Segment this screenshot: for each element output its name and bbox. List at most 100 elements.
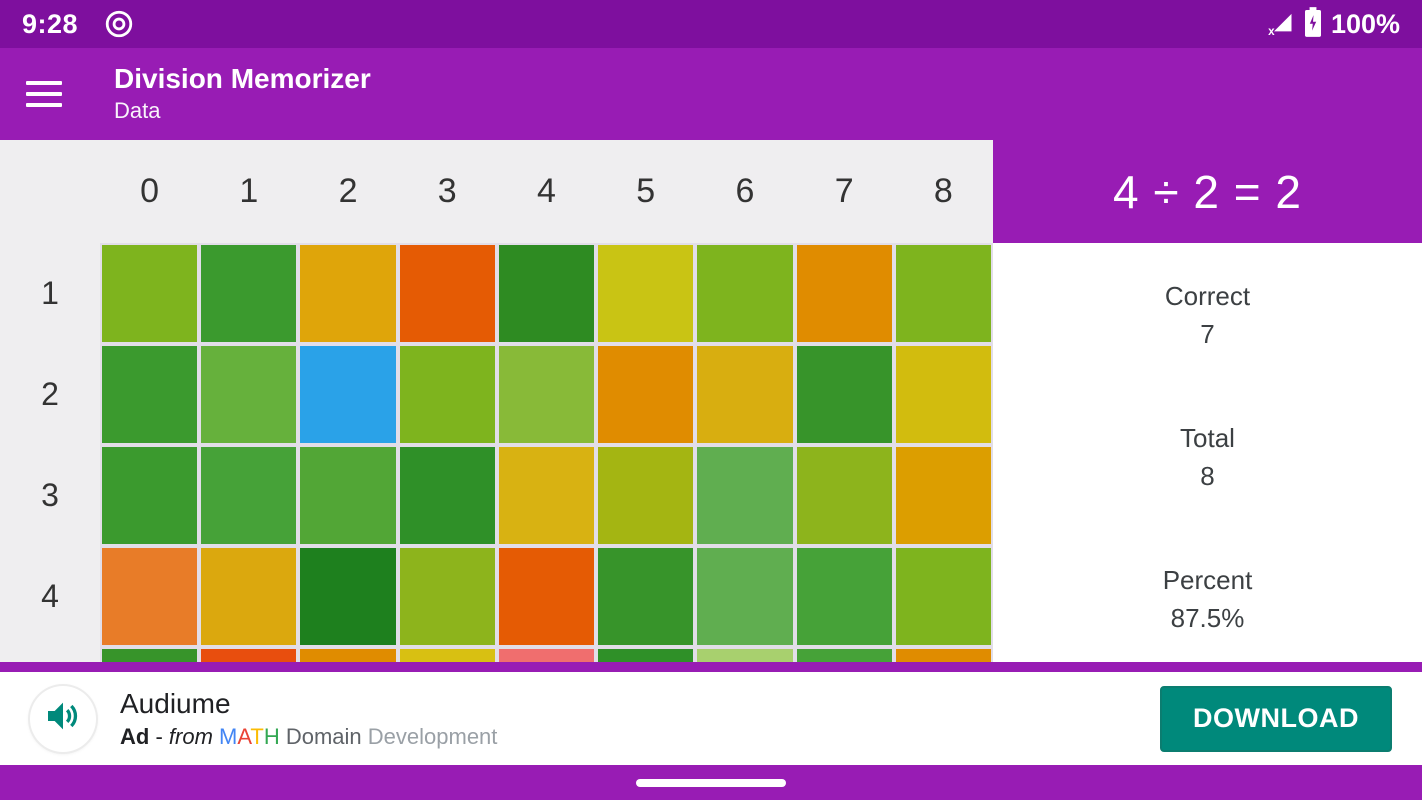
app-bar: Division Memorizer Data (0, 48, 1422, 140)
brand-letter: A (237, 723, 251, 749)
grid-cell[interactable] (100, 243, 200, 344)
grid-cell[interactable] (298, 445, 398, 546)
row-header: 5 (0, 647, 100, 662)
grid-cell[interactable] (794, 546, 894, 647)
grid-cell[interactable] (893, 344, 993, 445)
battery-charging-icon (1304, 6, 1321, 42)
equation-display: 4 ÷ 2 = 2 (993, 140, 1422, 243)
stat-label: Correct (1164, 281, 1251, 311)
grid-cell[interactable] (100, 445, 200, 546)
battery-percent: 100% (1330, 8, 1400, 39)
page-subtitle: Data (114, 98, 161, 123)
stat-label: Percent (1162, 565, 1253, 595)
stat-correct: Correct 7 (1165, 277, 1250, 353)
ad-title: Audiume (120, 687, 231, 719)
grid-cell[interactable] (397, 344, 497, 445)
grid-cell[interactable] (893, 546, 993, 647)
status-time: 9:28 (22, 8, 79, 39)
grid-cell[interactable] (496, 344, 597, 445)
stats-panel: 4 ÷ 2 = 2 Correct 7 Total 8 Percent 87.5… (993, 140, 1422, 662)
grid-cell[interactable] (794, 344, 894, 445)
grid-cell[interactable] (496, 546, 597, 647)
brand-letter: M (219, 723, 238, 749)
system-nav-bar (0, 765, 1422, 800)
row-header: 3 (0, 445, 100, 546)
grid-cell[interactable] (596, 546, 696, 647)
brand-letter: T (250, 723, 264, 749)
menu-icon[interactable] (26, 81, 62, 107)
grid-cell[interactable] (596, 647, 696, 662)
col-header: 7 (794, 140, 894, 243)
grid-cell[interactable] (496, 647, 597, 662)
svg-text:x: x (1268, 24, 1275, 35)
ad-app-icon (30, 685, 96, 752)
col-header: 8 (893, 140, 993, 243)
app-notification-icon (104, 9, 134, 39)
main-content: 01234567812345 4 ÷ 2 = 2 Correct 7 Total… (0, 140, 1422, 662)
content-bottom-strip (0, 662, 1422, 672)
ad-brand-letters: MATH (219, 724, 280, 749)
brand-letter: H (263, 723, 280, 749)
grid-cell[interactable] (893, 243, 993, 344)
grid-cell[interactable] (397, 647, 497, 662)
grid-cell[interactable] (397, 243, 497, 344)
grid-cell[interactable] (596, 344, 696, 445)
division-grid: 01234567812345 (0, 140, 993, 662)
grid-cell[interactable] (496, 445, 597, 546)
grid-cell[interactable] (298, 647, 398, 662)
download-button[interactable]: DOWNLOAD (1160, 685, 1392, 752)
grid-cell[interactable] (893, 445, 993, 546)
grid-cell[interactable] (100, 647, 200, 662)
grid-cell[interactable] (199, 243, 299, 344)
stat-value: 7 (1200, 319, 1215, 349)
row-header: 4 (0, 546, 100, 647)
grid-cell[interactable] (695, 445, 795, 546)
grid-cell[interactable] (794, 445, 894, 546)
home-indicator[interactable] (636, 778, 786, 787)
grid-cell[interactable] (794, 647, 894, 662)
speaker-icon (43, 696, 83, 741)
stats-list: Correct 7 Total 8 Percent 87.5% (993, 243, 1422, 662)
stat-percent: Percent 87.5% (1163, 561, 1253, 637)
grid-cell[interactable] (397, 445, 497, 546)
grid-cell[interactable] (199, 445, 299, 546)
col-header: 4 (496, 140, 597, 243)
grid-cell[interactable] (397, 546, 497, 647)
grid-cell[interactable] (596, 445, 696, 546)
grid-cell[interactable] (298, 546, 398, 647)
col-header: 0 (100, 140, 200, 243)
col-header: 2 (298, 140, 398, 243)
col-header: 3 (397, 140, 497, 243)
col-header: 6 (695, 140, 795, 243)
stat-total: Total 8 (1180, 419, 1235, 495)
col-header: 5 (596, 140, 696, 243)
ad-subtitle: Ad - from MATH Domain Development (120, 723, 498, 749)
grid-cell[interactable] (794, 243, 894, 344)
grid-cell[interactable] (100, 546, 200, 647)
row-header: 2 (0, 344, 100, 445)
grid-cell[interactable] (496, 243, 597, 344)
grid-cell[interactable] (298, 243, 398, 344)
ad-from: from (168, 723, 220, 749)
grid-cell[interactable] (199, 344, 299, 445)
row-header: 1 (0, 243, 100, 344)
ad-brand-dev: Development (367, 723, 498, 749)
ad-banner[interactable]: Audiume Ad - from MATH Domain Developmen… (0, 672, 1422, 765)
grid-cell[interactable] (298, 344, 398, 445)
page-title: Division Memorizer (114, 63, 371, 94)
division-grid-wrap: 01234567812345 (0, 140, 993, 662)
grid-cell[interactable] (695, 344, 795, 445)
stat-value: 8 (1200, 461, 1215, 491)
grid-cell[interactable] (100, 344, 200, 445)
grid-cell[interactable] (695, 546, 795, 647)
stat-label: Total (1180, 423, 1235, 453)
grid-corner (0, 140, 100, 243)
grid-cell[interactable] (695, 243, 795, 344)
grid-cell[interactable] (199, 647, 299, 662)
col-header: 1 (199, 140, 299, 243)
grid-cell[interactable] (695, 647, 795, 662)
grid-cell[interactable] (596, 243, 696, 344)
grid-cell[interactable] (199, 546, 299, 647)
ad-brand-domain: Domain (279, 723, 368, 749)
grid-cell[interactable] (893, 647, 993, 662)
